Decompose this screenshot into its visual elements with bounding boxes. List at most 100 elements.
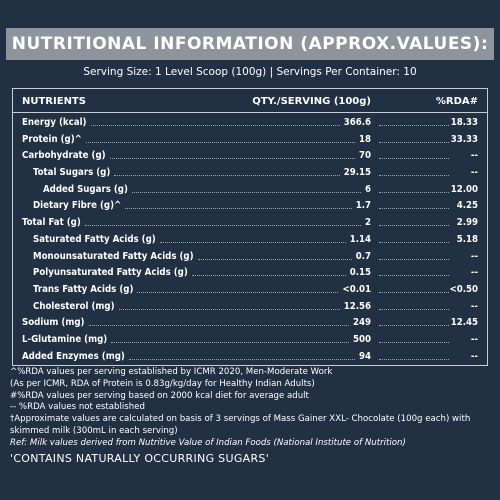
nutrient-name: Cholesterol (mg): [33, 300, 115, 312]
nutrient-qty: 70: [358, 150, 371, 162]
nutrient-qty: 366.6: [343, 117, 371, 128]
leader-dots: [132, 191, 361, 193]
nutrient-qty: <0.01: [342, 283, 371, 295]
nutrient-name: Protein (g)^: [22, 133, 82, 145]
nutrient-rda: 33.33: [450, 133, 478, 145]
nutrient-name: Energy (kcal): [22, 117, 87, 128]
footnote-approx-2: skimmed milk (300mL in each serving): [10, 425, 178, 436]
nutrient-qty: 29.15: [343, 167, 371, 179]
header-qty: QTY./SERVING (100g): [252, 96, 371, 107]
table-row: Dietary Fibre (g)^ 1.7 4.25: [13, 198, 487, 215]
nutrient-qty: 12.56: [343, 300, 371, 312]
footnote-approx-1: †Approximate values are calculated on ba…: [10, 414, 471, 425]
nutrient-qty: 2: [364, 217, 371, 229]
table-row: Polyunsaturated Fatty Acids (g) 0.15 --: [13, 265, 487, 282]
leader-dots: [89, 325, 349, 327]
leader-dots: [379, 191, 449, 193]
nutrient-rda: --: [470, 350, 478, 362]
table-row: Sodium (mg) 249 12.45: [13, 315, 487, 332]
table-row: Protein (g)^ 18 33.33: [13, 132, 487, 149]
table-row: Added Enzymes (mg) 94 --: [13, 349, 487, 366]
table-row: L-Glutamine (mg) 500 --: [13, 332, 487, 349]
nutrient-name: Saturated Fatty Acids (g): [33, 233, 156, 245]
nutrient-rda: <0.50: [449, 283, 478, 295]
nutrient-qty: 1.7: [355, 200, 371, 212]
table-row: Carbohydrate (g) 70 --: [13, 148, 487, 165]
leader-dots: [379, 141, 449, 143]
leader-dots: [379, 175, 449, 177]
leader-dots: [137, 291, 338, 293]
leader-dots: [114, 175, 340, 177]
nutrient-qty: 0.7: [355, 250, 371, 262]
leader-dots: [110, 158, 355, 160]
nutrient-name: Polyunsaturated Fatty Acids (g): [33, 267, 188, 279]
leader-dots: [379, 225, 449, 227]
leader-dots: [379, 275, 449, 277]
leader-dots: [379, 241, 449, 243]
leader-dots: [379, 291, 449, 293]
nutrient-rda: 5.18: [456, 233, 478, 245]
leader-dots: [379, 308, 449, 310]
nutrient-name: Monounsaturated Fatty Acids (g): [33, 250, 194, 262]
leader-dots: [125, 208, 352, 210]
nutrient-rda: 2.99: [456, 217, 478, 229]
nutrient-qty: 500: [352, 333, 371, 345]
title-bar: NUTRITIONAL INFORMATION (APPROX.VALUES):: [6, 28, 494, 60]
nutrient-qty: 94: [358, 350, 371, 362]
nutrient-name: Trans Fatty Acids (g): [33, 283, 134, 295]
nutrient-rda: --: [470, 250, 478, 262]
footnote-kcal: #%RDA values per serving based on 2000 k…: [10, 390, 309, 401]
leader-dots: [379, 325, 449, 327]
leader-dots: [379, 358, 449, 360]
nutrition-table: NUTRIENTS QTY./SERVING (100g) %RDA# Ener…: [12, 88, 488, 366]
table-row: Monounsaturated Fatty Acids (g) 0.7 --: [13, 249, 487, 266]
table-row: Total Sugars (g) 29.15 --: [13, 165, 487, 182]
leader-dots: [91, 125, 340, 126]
leader-dots: [192, 275, 346, 277]
table-body: Energy (kcal) 366.6 18.33 Protein (g)^ 18 33.…: [13, 115, 487, 365]
nutrient-name: Added Sugars (g): [43, 183, 128, 195]
leader-dots: [379, 125, 449, 126]
nutrient-name: L-Glutamine (mg): [22, 333, 108, 345]
nutrient-rda: --: [470, 333, 478, 345]
nutrient-rda: --: [470, 167, 478, 179]
header-nutrients: NUTRIENTS: [22, 96, 86, 107]
nutrient-qty: 6: [364, 183, 371, 195]
nutrient-name: Carbohydrate (g): [22, 150, 106, 162]
table-row: Energy (kcal) 366.6 18.33: [13, 115, 487, 132]
nutrient-name: Dietary Fibre (g)^: [33, 200, 122, 212]
nutrient-rda: 12.45: [450, 317, 478, 329]
nutrient-rda: 18.33: [450, 117, 478, 128]
leader-dots: [379, 158, 449, 160]
table-row: Trans Fatty Acids (g) <0.01 <0.50: [13, 282, 487, 299]
leader-dots: [85, 225, 361, 227]
footnote-reference: Ref: Milk values derived from Nutritive …: [10, 437, 406, 448]
nutrient-rda: --: [470, 267, 478, 279]
leader-dots: [111, 341, 349, 343]
table-row: Added Sugars (g) 6 12.00: [13, 182, 487, 199]
nutrient-rda: 12.00: [450, 183, 478, 195]
nutrient-name: Total Fat (g): [22, 217, 81, 229]
table-header: NUTRIENTS QTY./SERVING (100g) %RDA#: [13, 89, 487, 113]
header-rda: %RDA#: [435, 96, 478, 107]
leader-dots: [86, 141, 355, 143]
leader-dots: [129, 358, 355, 360]
footnote-protein: (As per ICMR, RDA of Protein is 0.83g/kg…: [10, 378, 315, 389]
nutrient-qty: 1.14: [349, 233, 371, 245]
leader-dots: [379, 258, 449, 260]
nutrient-name: Total Sugars (g): [33, 167, 111, 179]
table-row: Total Fat (g) 2 2.99: [13, 215, 487, 232]
leader-dots: [119, 308, 340, 310]
footnotes: ^%RDA values per serving established by …: [10, 367, 490, 466]
panel-title: NUTRITIONAL INFORMATION (APPROX.VALUES):: [11, 34, 489, 54]
leader-dots: [379, 341, 449, 343]
nutrient-rda: --: [470, 150, 478, 162]
footnote-not-established: -- %RDA values not established: [10, 402, 145, 413]
nutrient-name: Added Enzymes (mg): [22, 350, 125, 362]
sugar-claim: 'CONTAINS NATURALLY OCCURRING SUGARS': [10, 451, 270, 465]
nutrient-qty: 18: [358, 133, 371, 145]
nutrient-qty: 0.15: [349, 267, 371, 279]
leader-dots: [160, 241, 346, 243]
footnote-icmr: ^%RDA values per serving established by …: [10, 367, 333, 377]
